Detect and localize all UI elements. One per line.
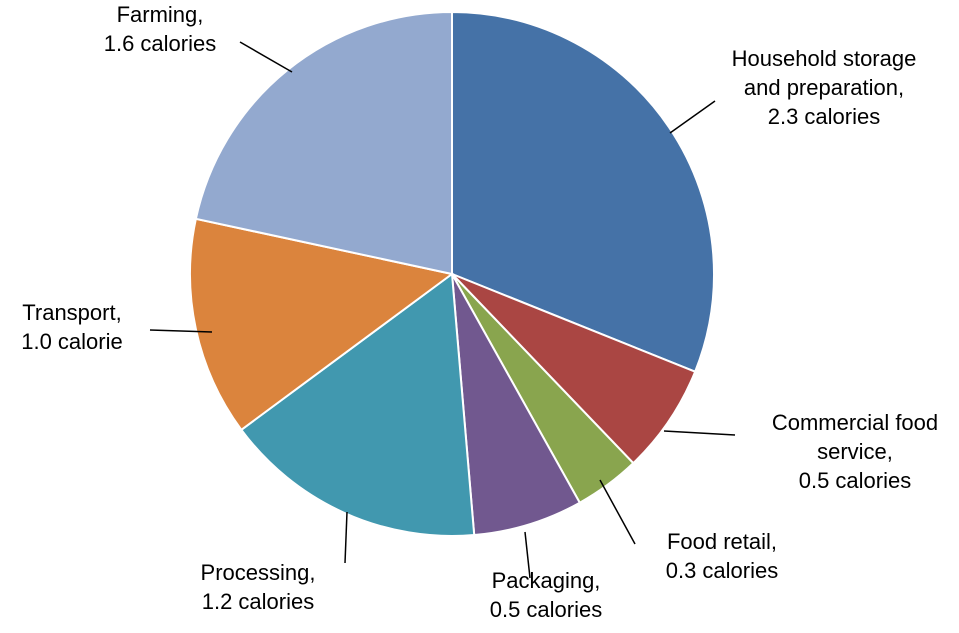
leader-line-processing (344, 511, 348, 564)
label-line: Commercial food (772, 410, 938, 435)
label-line: Farming, (117, 2, 204, 27)
pie-slices (189, 10, 715, 537)
label-packaging: Packaging, 0.5 calories (490, 568, 603, 622)
label-line: Processing, (201, 560, 316, 585)
label-household-storage-and-preparation: Household storage and preparation, 2.3 cal… (732, 46, 917, 129)
label-line: 2.3 calories (768, 104, 881, 129)
label-line: Transport, (22, 300, 121, 325)
label-line: 1.6 calories (104, 31, 217, 56)
label-line: Food retail, (667, 529, 777, 554)
leader-line-packaging (524, 531, 531, 579)
label-line: 0.5 calories (490, 597, 603, 622)
label-food-retail: Food retail, 0.3 calories (666, 529, 779, 583)
leader-line-transport (149, 329, 213, 333)
slice-transport (189, 217, 455, 432)
label-line: service, (817, 439, 893, 464)
label-commercial-food-service: Commercial food service, 0.5 calories (772, 410, 938, 493)
leader-line-household-storage-and-preparation (669, 100, 716, 134)
label-transport: Transport, 1.0 calorie (21, 300, 123, 354)
label-line: 0.3 calories (666, 558, 779, 583)
slice-processing (239, 272, 476, 537)
label-line: Household storage (732, 46, 917, 71)
leader-line-food-retail (599, 479, 636, 545)
slice-packaging (451, 273, 582, 537)
label-line: Packaging, (492, 568, 601, 593)
leader-lines (149, 41, 736, 579)
label-line: 1.0 calorie (21, 329, 123, 354)
label-farming: Farming, 1.6 calories (104, 2, 217, 56)
label-line: 1.2 calories (202, 589, 315, 614)
slice-labels: Household storage and preparation, 2.3 cal… (21, 2, 938, 622)
leader-line-farming (239, 41, 293, 73)
slice-commercial-food-service (451, 273, 697, 465)
slice-household-storage-and-preparation (451, 10, 715, 373)
label-line: and preparation, (744, 75, 904, 100)
label-line: 0.5 calories (799, 468, 912, 493)
label-processing: Processing, 1.2 calories (201, 560, 316, 614)
leader-line-commercial-food-service (663, 430, 736, 436)
